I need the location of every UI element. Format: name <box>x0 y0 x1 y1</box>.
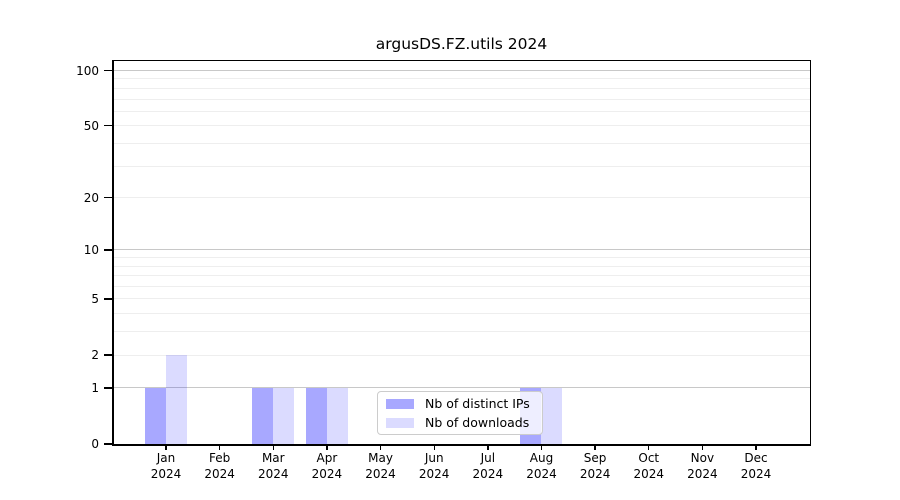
x-tick-label: Jan 2024 <box>150 451 182 481</box>
legend-swatch-downloads-icon <box>386 417 414 428</box>
x-tick <box>218 445 221 450</box>
x-tick-label: Aug 2024 <box>526 451 557 481</box>
y-tick-label: 10 <box>83 242 99 257</box>
legend-entry-distinct-ips: Nb of distinct IPs <box>386 396 534 411</box>
bar-distinct-ips <box>145 387 166 444</box>
minor-gridline <box>113 286 810 288</box>
minor-gridline <box>113 265 810 267</box>
left-spine <box>112 59 114 446</box>
y-tick <box>104 69 113 72</box>
y-tick <box>104 298 113 300</box>
bottom-spine <box>112 443 811 446</box>
minor-gridline <box>113 78 810 80</box>
bar-downloads <box>326 387 348 444</box>
x-tick <box>540 445 543 450</box>
x-tick-label: Nov 2024 <box>687 451 718 481</box>
x-tick <box>755 445 757 450</box>
minor-gridline <box>113 298 810 300</box>
x-tick-label: May 2024 <box>365 451 396 481</box>
y-tick <box>104 443 113 445</box>
legend-label-distinct-ips: Nb of distinct IPs <box>425 396 530 411</box>
y-tick-label: 100 <box>76 63 99 78</box>
x-tick-label: Apr 2024 <box>311 451 343 481</box>
y-tick <box>104 387 113 389</box>
x-tick-label: Sep 2024 <box>579 451 611 481</box>
bar-downloads <box>273 387 295 444</box>
x-tick-label: Jul 2024 <box>472 451 504 481</box>
minor-gridline <box>113 125 810 127</box>
minor-gridline <box>113 331 810 333</box>
x-tick <box>487 445 489 450</box>
y-tick-label: 20 <box>83 190 99 205</box>
major-gridline <box>113 249 810 251</box>
minor-gridline <box>113 142 810 144</box>
minor-gridline <box>113 165 810 167</box>
y-tick <box>104 196 113 199</box>
x-tick <box>433 445 435 450</box>
y-tick <box>104 125 113 127</box>
minor-gridline <box>113 257 810 259</box>
minor-gridline <box>113 275 810 277</box>
bar-downloads <box>166 355 187 444</box>
right-spine <box>809 59 811 446</box>
x-tick <box>701 445 704 450</box>
major-gridline <box>113 70 810 71</box>
bar-distinct-ips <box>252 387 274 444</box>
legend-swatch-distinct-ips-icon <box>386 398 414 409</box>
y-tick-label: 5 <box>91 291 99 306</box>
chart-title: argusDS.FZ.utils 2024 <box>375 35 548 53</box>
legend-entry-downloads: Nb of downloads <box>386 415 534 430</box>
legend-label-downloads: Nb of downloads <box>425 415 530 430</box>
minor-gridline <box>113 98 810 100</box>
x-tick <box>165 445 167 450</box>
x-tick <box>326 445 328 450</box>
x-tick-label: Mar 2024 <box>257 451 289 481</box>
x-tick <box>594 445 596 450</box>
bar-distinct-ips <box>305 387 327 444</box>
y-tick-label: 1 <box>91 380 99 395</box>
minor-gridline <box>113 110 810 112</box>
y-tick-label: 2 <box>91 348 99 363</box>
major-gridline <box>113 387 810 389</box>
y-tick <box>104 249 113 251</box>
legend: Nb of distinct IPs Nb of downloads <box>377 391 543 435</box>
minor-gridline <box>113 197 810 199</box>
y-tick-label: 0 <box>91 437 99 451</box>
minor-gridline <box>113 354 810 356</box>
x-tick <box>648 445 650 450</box>
x-tick-label: Feb 2024 <box>204 451 235 481</box>
y-tick <box>104 354 113 356</box>
minor-gridline <box>113 87 810 89</box>
x-tick-label: Jun 2024 <box>418 451 450 481</box>
bar-downloads <box>541 387 563 444</box>
x-tick-label: Oct 2024 <box>633 451 665 481</box>
top-spine <box>112 59 811 61</box>
x-tick <box>379 445 382 450</box>
minor-gridline <box>113 313 810 315</box>
x-tick-label: Dec 2024 <box>740 451 772 481</box>
y-tick-label: 50 <box>83 118 99 133</box>
x-tick <box>272 445 274 450</box>
